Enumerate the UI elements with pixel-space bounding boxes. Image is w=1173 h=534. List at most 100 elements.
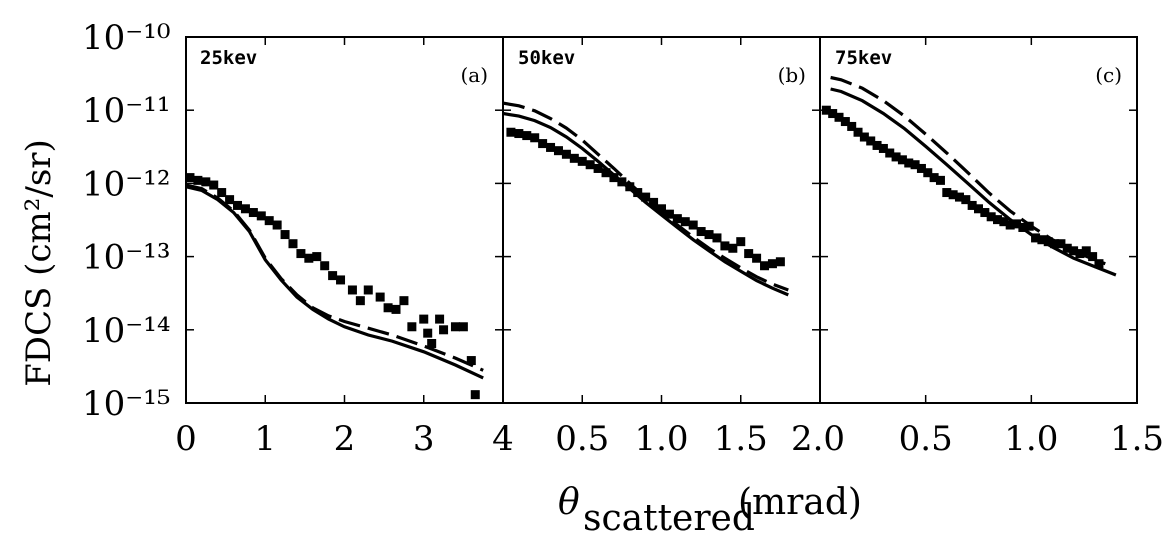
data-marker (427, 338, 437, 348)
y-tick-label: 10⁻¹³ (82, 238, 170, 278)
data-marker (363, 285, 373, 295)
data-marker (866, 136, 876, 146)
data-marker (561, 149, 571, 159)
x-tick-label: 0.5 (899, 419, 953, 459)
data-marker (828, 109, 838, 119)
x-tick-label: 1.0 (634, 419, 688, 459)
data-marker (935, 175, 945, 185)
data-marker (193, 175, 203, 185)
panel-title: 75kev (835, 47, 892, 69)
data-marker (240, 204, 250, 214)
data-marker (696, 227, 706, 237)
solid-curve (186, 185, 484, 380)
data-marker (986, 212, 996, 222)
y-axis-label-text: FDCS (cm²/sr) (19, 139, 59, 387)
data-marker (514, 129, 524, 139)
panel-frame (819, 36, 1138, 404)
x-tick-label: 4 (492, 419, 514, 459)
x-tick-label: 1 (254, 419, 276, 459)
data-marker (916, 163, 926, 173)
data-marker (736, 237, 746, 247)
data-marker (752, 253, 762, 263)
data-marker (1081, 246, 1091, 256)
plot-area (186, 173, 484, 400)
data-marker (466, 356, 476, 366)
data-marker (744, 249, 754, 259)
data-marker (775, 257, 785, 267)
data-marker (201, 177, 211, 187)
y-tick-label: 10⁻¹¹ (82, 91, 170, 131)
y-tick-label: 10⁻¹⁰ (82, 18, 170, 58)
x-axis-label-symbol: θ (558, 482, 580, 523)
data-marker (320, 261, 330, 271)
data-marker (680, 217, 690, 227)
data-marker (506, 127, 516, 137)
data-marker (530, 133, 540, 143)
data-marker (186, 173, 195, 183)
data-marker (399, 296, 409, 306)
data-marker (347, 285, 357, 295)
data-marker (720, 241, 730, 251)
data-marker (248, 208, 258, 218)
data-marker (423, 328, 433, 338)
data-marker (923, 168, 933, 178)
data-marker (391, 304, 401, 314)
data-marker (767, 259, 777, 269)
data-marker (1043, 237, 1053, 247)
data-marker (967, 200, 977, 210)
solid-curve (503, 111, 789, 297)
x-axis-label: θ scattered (mrad) (558, 482, 862, 534)
data-marker (569, 153, 579, 163)
solid-curve (830, 87, 1117, 277)
dashed-curve (830, 75, 1106, 266)
data-marker (470, 390, 480, 400)
data-marker (522, 131, 532, 141)
data-marker (336, 275, 346, 285)
panel-frame (502, 36, 821, 404)
data-marker (657, 204, 666, 214)
x-tick-label: 0.5 (555, 419, 609, 459)
data-marker (1062, 243, 1072, 253)
data-marker (974, 204, 983, 214)
data-marker (264, 216, 274, 226)
panel-title: 50kev (518, 47, 575, 69)
data-marker (728, 243, 738, 253)
data-marker (897, 155, 907, 165)
data-marker (585, 160, 595, 170)
data-marker (672, 214, 682, 224)
data-marker (1094, 259, 1104, 269)
data-marker (328, 271, 338, 281)
data-marker (593, 163, 603, 173)
data-marker (538, 139, 548, 149)
plot-area (503, 101, 789, 297)
panel-tag: (a) (460, 63, 488, 87)
data-marker (1050, 239, 1060, 249)
data-marker (553, 146, 563, 156)
data-marker (280, 230, 290, 240)
data-marker (649, 197, 659, 207)
data-marker (999, 217, 1009, 227)
data-marker (904, 158, 914, 168)
data-marker (458, 322, 468, 332)
data-marker (961, 195, 971, 205)
data-marker (383, 303, 393, 313)
y-axis-label: FDCS (cm²/sr) (19, 139, 59, 387)
x-axis-label-subscript: scattered (583, 498, 755, 534)
data-marker (546, 142, 556, 152)
data-marker (304, 253, 314, 263)
panels: 0 1 2 3 4 10⁻¹⁰ 10⁻¹¹ 10⁻¹² 10⁻¹³ 10⁻¹⁴ 10⁻¹⁵ 25kev… (82, 18, 1164, 459)
data-marker (296, 249, 306, 259)
x-axis-label-unit: (mrad) (738, 482, 862, 523)
data-marker (288, 239, 298, 249)
dashed-curve (503, 101, 789, 292)
data-marker (209, 180, 219, 190)
data-marker (217, 188, 227, 198)
data-marker (993, 215, 1003, 225)
data-marker (641, 192, 651, 202)
y-tick-label: 10⁻¹² (82, 164, 170, 204)
data-marker (878, 143, 888, 153)
x-tick-label: 1.5 (714, 419, 768, 459)
data-marker (688, 220, 698, 230)
data-marker (439, 325, 449, 335)
